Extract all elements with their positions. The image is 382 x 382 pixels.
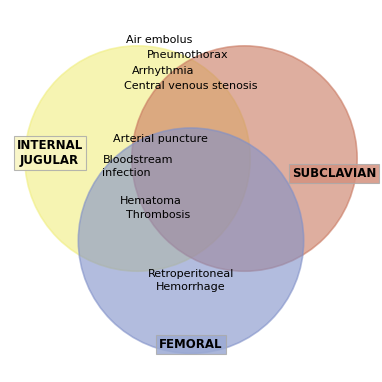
Text: INTERNAL
JUGULAR: INTERNAL JUGULAR bbox=[16, 139, 83, 167]
Text: FEMORAL: FEMORAL bbox=[159, 338, 223, 351]
Circle shape bbox=[78, 128, 304, 353]
Text: Retroperitoneal
Hemorrhage: Retroperitoneal Hemorrhage bbox=[148, 269, 234, 292]
Text: Central venous stenosis: Central venous stenosis bbox=[124, 81, 257, 91]
Text: SUBCLAVIAN: SUBCLAVIAN bbox=[292, 167, 376, 180]
Text: Arterial puncture: Arterial puncture bbox=[113, 134, 207, 144]
Text: Thrombosis: Thrombosis bbox=[126, 210, 190, 220]
Text: Pneumothorax: Pneumothorax bbox=[147, 50, 229, 60]
Circle shape bbox=[25, 46, 250, 271]
Text: Bloodstream
infection: Bloodstream infection bbox=[102, 155, 173, 178]
Text: Air embolus: Air embolus bbox=[126, 35, 193, 45]
Text: Arrhythmia: Arrhythmia bbox=[132, 66, 194, 76]
Circle shape bbox=[132, 46, 357, 271]
Text: Hematoma: Hematoma bbox=[120, 196, 182, 206]
